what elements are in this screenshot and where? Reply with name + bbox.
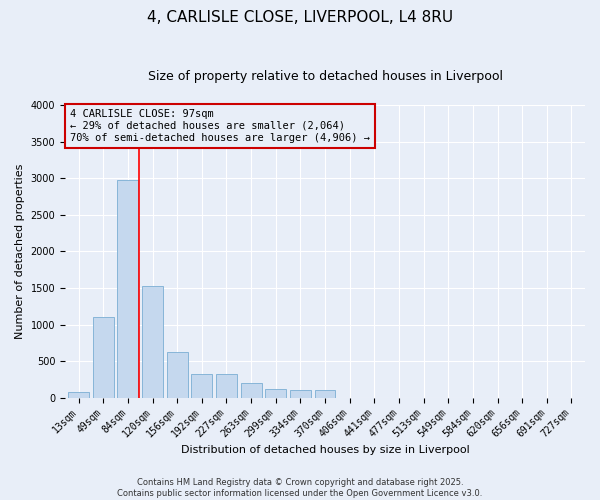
Bar <box>265 389 286 398</box>
Bar <box>314 390 335 398</box>
Bar <box>142 286 163 398</box>
Bar <box>167 352 188 398</box>
X-axis label: Distribution of detached houses by size in Liverpool: Distribution of detached houses by size … <box>181 445 469 455</box>
Bar <box>191 374 212 398</box>
Title: Size of property relative to detached houses in Liverpool: Size of property relative to detached ho… <box>148 70 503 83</box>
Bar <box>216 374 237 398</box>
Bar <box>290 390 311 398</box>
Bar <box>93 317 113 398</box>
Bar <box>118 180 139 398</box>
Text: 4, CARLISLE CLOSE, LIVERPOOL, L4 8RU: 4, CARLISLE CLOSE, LIVERPOOL, L4 8RU <box>147 10 453 25</box>
Text: Contains HM Land Registry data © Crown copyright and database right 2025.
Contai: Contains HM Land Registry data © Crown c… <box>118 478 482 498</box>
Text: 4 CARLISLE CLOSE: 97sqm
← 29% of detached houses are smaller (2,064)
70% of semi: 4 CARLISLE CLOSE: 97sqm ← 29% of detache… <box>70 110 370 142</box>
Bar <box>68 392 89 398</box>
Y-axis label: Number of detached properties: Number of detached properties <box>15 164 25 339</box>
Bar <box>241 383 262 398</box>
